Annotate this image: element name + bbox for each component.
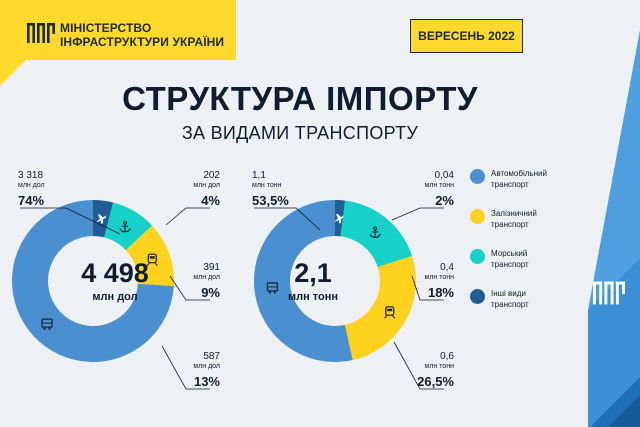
right-center-value: 2,1 bbox=[294, 258, 332, 288]
legend-other-line-1: Інші види bbox=[491, 289, 526, 298]
anchor-icon bbox=[119, 220, 131, 233]
left-center-value: 4 498 bbox=[81, 258, 149, 288]
right-rail-unit: млн тонн bbox=[424, 363, 454, 370]
ministry-line-2: ІНФРАСТРУКТУРИ УКРАЇНИ bbox=[60, 35, 225, 49]
ministry-logo-large-icon bbox=[593, 281, 625, 305]
right-center-unit: млн тонн bbox=[287, 291, 339, 303]
left-road-percent: 74% bbox=[18, 193, 45, 208]
header-triangle bbox=[0, 60, 26, 86]
legend-item-road: Автомобільний транспорт bbox=[470, 168, 571, 190]
anchor-icon bbox=[369, 226, 381, 239]
legend-road-line-1: Автомобільний bbox=[491, 169, 547, 178]
left-leader-sea bbox=[169, 275, 210, 301]
right-road-value: 1,1 bbox=[252, 170, 266, 181]
right-slice-rail bbox=[344, 255, 416, 361]
right-other-unit: млн тонн bbox=[424, 182, 454, 189]
left-other-value: 202 bbox=[203, 170, 220, 181]
train-icon bbox=[146, 253, 158, 267]
left-center-unit: млн дол bbox=[92, 291, 138, 303]
left-leader-rail bbox=[161, 345, 210, 390]
page-subtitle: ЗА ВИДАМИ ТРАНСПОРТУ bbox=[181, 123, 419, 143]
legend-other-swatch bbox=[470, 289, 485, 304]
airplane-icon bbox=[95, 214, 106, 224]
truck-icon bbox=[41, 318, 53, 330]
ministry-line-1: МІНІСТЕРСТВО bbox=[60, 21, 152, 35]
legend-rail-swatch bbox=[470, 209, 485, 224]
right-rail-value: 0,6 bbox=[440, 351, 454, 362]
left-other-percent: 4% bbox=[201, 193, 220, 208]
legend-sea-line-2: транспорт bbox=[491, 260, 529, 269]
left-leader-road bbox=[20, 207, 121, 235]
left-slice-sea bbox=[104, 202, 153, 251]
left-sea-value: 391 bbox=[203, 262, 220, 273]
legend-item-rail: Залізничний транспорт bbox=[470, 208, 571, 230]
right-slice-road bbox=[254, 200, 353, 362]
legend-item-other: Інші види транспорт bbox=[470, 288, 571, 310]
left-leader-other bbox=[165, 207, 210, 226]
left-slice-rail bbox=[125, 225, 174, 287]
truck-icon bbox=[266, 282, 279, 294]
left-other-unit: млн дол bbox=[193, 182, 220, 189]
left-sea-percent: 9% bbox=[201, 285, 220, 300]
legend-sea-line-1: Морський bbox=[491, 249, 528, 258]
left-sea-unit: млн дол bbox=[193, 274, 220, 281]
right-sea-value: 0,4 bbox=[440, 262, 454, 273]
ministry-name: МІНІСТЕРСТВО ІНФРАСТРУКТУРИ УКРАЇНИ bbox=[60, 21, 224, 49]
left-road-value: 3 318 bbox=[18, 170, 44, 181]
page-title: СТРУКТУРА ІМПОРТУ bbox=[122, 80, 478, 117]
legend-other-line-2: транспорт bbox=[491, 300, 529, 309]
ministry-logo-icon bbox=[27, 23, 55, 43]
right-road-percent: 53,5% bbox=[252, 193, 289, 208]
right-leader-rail bbox=[393, 341, 444, 390]
legend-other-label: Інші види транспорт bbox=[491, 288, 571, 310]
airplane-icon bbox=[333, 214, 344, 224]
right-other-value: 0,04 bbox=[434, 170, 454, 181]
legend-item-sea: Морський транспорт bbox=[470, 248, 571, 270]
legend-rail-line-2: транспорт bbox=[491, 220, 529, 229]
legend-road-swatch bbox=[470, 169, 485, 184]
left-rail-percent: 13% bbox=[193, 374, 220, 389]
date-badge: ВЕРЕСЕНЬ 2022 bbox=[410, 19, 523, 53]
left-road-unit: млн дол bbox=[18, 182, 45, 189]
right-other-percent: 2% bbox=[435, 193, 454, 208]
right-sea-percent: 18% bbox=[427, 285, 454, 300]
train-icon bbox=[384, 306, 396, 319]
right-leader-road bbox=[254, 207, 321, 231]
legend-sea-swatch bbox=[470, 249, 485, 264]
left-rail-value: 587 bbox=[203, 351, 220, 362]
right-slice-sea bbox=[340, 200, 413, 268]
left-rail-unit: млн дол bbox=[193, 363, 220, 370]
right-donut bbox=[254, 200, 416, 362]
right-road-unit: млн тонн bbox=[252, 182, 282, 189]
right-leader-sea bbox=[411, 275, 444, 301]
legend-road-label: Автомобільний транспорт bbox=[491, 168, 571, 190]
right-leader-other bbox=[391, 207, 444, 221]
legend-road-line-2: транспорт bbox=[491, 180, 529, 189]
right-rail-percent: 26,5% bbox=[417, 374, 454, 389]
left-donut bbox=[11, 200, 174, 362]
right-sea-unit: млн тонн bbox=[424, 274, 454, 281]
legend-rail-label: Залізничний транспорт bbox=[491, 208, 571, 230]
legend-rail-line-1: Залізничний bbox=[491, 209, 537, 218]
legend-sea-label: Морський транспорт bbox=[491, 248, 571, 270]
